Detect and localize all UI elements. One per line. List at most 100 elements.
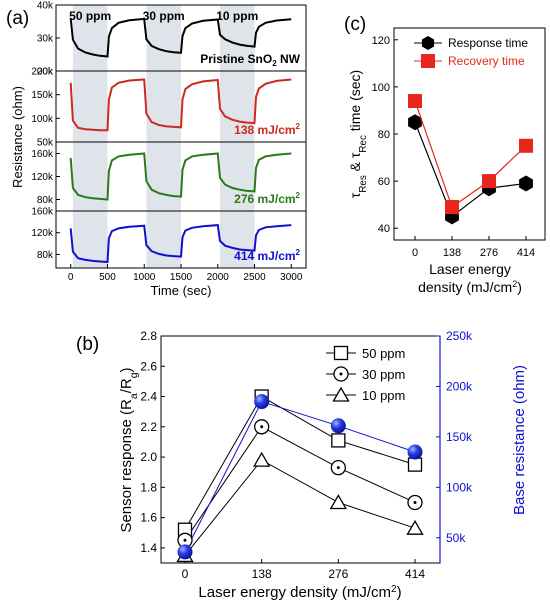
x-axis-label-line1: Laser energy: [429, 261, 511, 277]
subplot-label-main: 138 mJ/cm: [234, 123, 295, 137]
data-point-3: [254, 394, 270, 410]
y-tick-label: 100k: [31, 114, 54, 125]
tau: τ: [347, 192, 363, 198]
y-tick-label: 40: [378, 223, 390, 235]
recovery-time-point: [482, 174, 496, 189]
x-axis-label: Time (sec): [151, 283, 212, 298]
data-point-1-dot: [413, 500, 417, 504]
y-tick-label: 80k: [37, 195, 54, 206]
subplot-label-main: Pristine SnO: [200, 52, 272, 66]
y2-axis-label: Base resistance (ohm): [511, 365, 528, 515]
subscript: Res: [358, 175, 369, 193]
y-tick-label: 1.8: [140, 480, 157, 494]
y-tick-label: 120k: [31, 172, 54, 183]
y2-tick-label: 250k: [446, 329, 473, 343]
y-axis-label: Sensor response (Ra/Rg): [118, 367, 140, 532]
data-point-3: [407, 444, 423, 460]
panel-label: (a): [6, 8, 29, 29]
legend-marker-response: [421, 36, 435, 50]
gas-exposure-band: [146, 211, 181, 268]
series-line-2: [184, 459, 416, 556]
resistance-curve: [69, 17, 292, 58]
response-time-point: [519, 175, 533, 192]
gas-exposure-band: [146, 71, 181, 142]
y2-tick-label: 100k: [446, 480, 473, 494]
gas-exposure-band: [219, 5, 255, 71]
y2-tick-label: 50k: [446, 531, 466, 545]
y-tick-label: 2.6: [140, 359, 157, 373]
gas-exposure-band: [72, 142, 108, 211]
x-tick-label: 0: [68, 272, 74, 283]
y-tick-label: 2.2: [140, 420, 157, 434]
superscript: 2: [512, 279, 517, 289]
recovery-time-point: [519, 138, 533, 153]
gas-exposure-band: [219, 142, 255, 211]
gas-exposure-band: [219, 211, 255, 268]
data-point-0: [407, 457, 423, 472]
gas-exposure-band: [146, 5, 181, 71]
legend-label: Response time: [448, 36, 528, 50]
subplot-label-tail: NW: [277, 52, 301, 66]
series-line-1: [184, 426, 416, 541]
y-axis-label: Resistance (ohm): [10, 86, 25, 188]
gas-exposure-band: [146, 142, 181, 211]
concentration-label: 30 ppm: [143, 9, 185, 23]
x-tick-label: 2000: [207, 272, 230, 283]
data-point-1-dot: [260, 425, 264, 429]
x-axis-label-tail: ): [517, 279, 522, 295]
panel-b: (b)1.41.61.82.02.22.42.62.850k100k150k20…: [76, 329, 528, 601]
data-point-0: [331, 433, 346, 448]
y2-tick-label: 150k: [446, 430, 473, 444]
subplot-1: 50k 100k 150k 200k 138 mJ/cm2: [31, 67, 307, 149]
gas-exposure-band: [219, 71, 255, 142]
resistance-curve: [69, 78, 292, 132]
subplot-label: 138 mJ/cm2: [234, 122, 300, 137]
superscript: 2: [296, 191, 301, 200]
series-line-1: [414, 100, 527, 208]
text-span: /R: [118, 378, 135, 393]
legend: 50 ppm 30 ppm 10 ppm: [326, 345, 405, 403]
y-tick-label: 160k: [31, 207, 54, 218]
superscript: 2: [296, 248, 301, 257]
x-tick-label: 138: [252, 567, 272, 581]
panel-label: (b): [76, 334, 99, 355]
data-point-2: [329, 494, 347, 510]
legend-marker-1-dot: [339, 372, 343, 376]
x-tick-label: 2500: [243, 272, 266, 283]
subplot-3: 80k 120k 160k 414 mJ/cm2: [31, 207, 307, 269]
text-span: ): [118, 367, 135, 372]
superscript: 2: [391, 584, 397, 595]
y-tick-label: 160k: [31, 149, 54, 160]
panel-label: (c): [344, 14, 366, 35]
y-tick-label: 100: [372, 82, 390, 94]
concentration-label: 50 ppm: [69, 9, 111, 23]
x-axis-label-main: Laser energy density (mJ/cm: [198, 584, 391, 601]
data-point-3: [330, 418, 346, 434]
subscript: g: [128, 372, 140, 378]
resistance-curve: [69, 224, 292, 264]
x-tick-label: 0: [412, 247, 418, 259]
y-tick-label: 2.0: [140, 450, 157, 464]
data-point-1-dot: [336, 466, 340, 470]
x-tick-label: 1500: [170, 272, 193, 283]
x-tick-label: 276: [328, 567, 348, 581]
y-tick-label: 1.4: [140, 541, 157, 555]
response-time-point: [408, 114, 422, 131]
x-axis-label-main: density (mJ/cm: [418, 279, 512, 295]
y-tick-label: 120k: [31, 228, 54, 239]
subplot-label: 276 mJ/cm2: [234, 191, 300, 206]
series-line-0: [184, 395, 416, 530]
y-axis-label: τRes & τRec time (sec): [347, 70, 369, 198]
y-tick-label: 120: [372, 35, 390, 47]
y-tick-label: 1.6: [140, 511, 157, 525]
y-tick-label: 80: [378, 129, 390, 141]
legend-label: Recovery time: [448, 54, 525, 68]
series-line-0: [414, 122, 527, 218]
x-tick-label: 276: [480, 247, 498, 259]
y-axis-label-main: Sensor response (R: [118, 399, 135, 533]
subplot-label-main: 276 mJ/cm: [234, 192, 295, 206]
text-span: & τ: [347, 152, 363, 175]
